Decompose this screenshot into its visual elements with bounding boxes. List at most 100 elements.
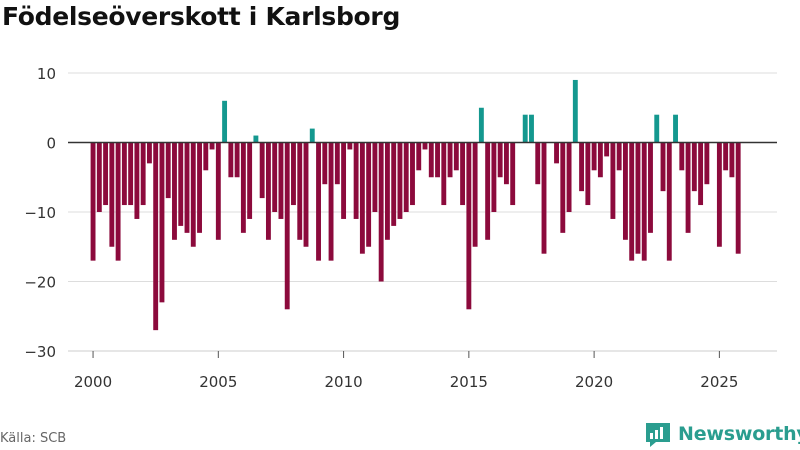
bar: [560, 142, 566, 233]
bar: [128, 142, 134, 206]
bar: [322, 142, 328, 185]
bar: [115, 142, 121, 261]
bar: [234, 142, 240, 178]
x-tick-label: 2005: [199, 373, 237, 391]
bar: [353, 142, 359, 219]
bar: [597, 142, 603, 178]
bar: [222, 100, 228, 143]
bar: [140, 142, 146, 206]
bar: [428, 142, 434, 178]
bar: [447, 142, 453, 178]
bar: [522, 114, 528, 143]
x-axis: 2000 2005 2010 2015 2020 2025: [68, 350, 777, 391]
bar: [165, 142, 171, 199]
bar: [184, 142, 190, 233]
bar: [591, 142, 597, 171]
bar: [654, 114, 660, 143]
newsworthy-logo[interactable]: Newsworthy: [644, 420, 800, 448]
bar: [403, 142, 409, 212]
brand-name: Newsworthy: [678, 423, 800, 445]
bar: [723, 142, 729, 171]
bar: [397, 142, 403, 219]
bar: [178, 142, 184, 226]
bar: [510, 142, 516, 206]
bar: [472, 142, 478, 247]
bar: [209, 142, 215, 150]
bar: [610, 142, 616, 219]
bar: [616, 142, 622, 171]
bar: [247, 142, 253, 219]
bar: [441, 142, 447, 206]
bar: [146, 142, 152, 164]
bar: [372, 142, 378, 212]
bar: [541, 142, 547, 254]
bar: [422, 142, 428, 150]
y-tick-label: −10: [24, 204, 56, 222]
x-tick-label: 2015: [450, 373, 488, 391]
bar: [691, 142, 697, 192]
bar: [291, 142, 296, 206]
bar: [172, 142, 177, 240]
bar: [347, 142, 353, 150]
bar: [121, 142, 127, 206]
bar: [341, 142, 347, 219]
bar: [272, 142, 278, 212]
bar: [704, 142, 710, 185]
bar: [153, 142, 159, 331]
bar: [729, 142, 735, 178]
bar: [297, 142, 303, 240]
bar: [316, 142, 321, 261]
bar: [253, 135, 259, 143]
bar: [416, 142, 422, 171]
bar: [103, 142, 109, 206]
bar: [466, 142, 472, 310]
bar: [240, 142, 246, 233]
x-tick-label: 2000: [74, 373, 112, 391]
bar: [673, 114, 678, 143]
x-tick-label: 2020: [575, 373, 613, 391]
bar: [648, 142, 653, 233]
bar: [378, 142, 384, 282]
bar: [384, 142, 390, 240]
bar: [641, 142, 647, 261]
bar: [735, 142, 741, 254]
bar: [328, 142, 334, 261]
bar: [96, 142, 102, 212]
bar: [535, 142, 541, 185]
bar: [579, 142, 585, 192]
bar: [435, 142, 440, 178]
bar: [485, 142, 491, 240]
chart-title: Födelseöverskott i Karlsborg: [2, 2, 401, 31]
bar: [190, 142, 196, 247]
bar: [585, 142, 591, 206]
bar: [716, 142, 722, 247]
bar: [497, 142, 503, 178]
x-tick-label: 2010: [324, 373, 362, 391]
bar: [203, 142, 209, 171]
newsworthy-logo-icon: [646, 423, 670, 447]
bar: [622, 142, 628, 240]
bar: [197, 142, 202, 233]
bar: [503, 142, 509, 185]
bar: [572, 79, 578, 143]
y-tick-label: −20: [24, 274, 56, 292]
bar: [215, 142, 221, 240]
bar: [259, 142, 265, 199]
bar: [284, 142, 290, 310]
bar: [554, 142, 559, 164]
bar: [278, 142, 284, 219]
y-tick-label: −30: [24, 343, 56, 361]
bar: [685, 142, 691, 233]
bar: [604, 142, 610, 157]
bar: [460, 142, 466, 206]
bar: [629, 142, 635, 261]
x-tick-label: 2025: [700, 373, 738, 391]
bar: [566, 142, 572, 212]
bar: [359, 142, 365, 254]
bar: [679, 142, 685, 171]
bar: [410, 142, 415, 206]
bar: [660, 142, 666, 192]
bar: [303, 142, 309, 247]
bar: [265, 142, 271, 240]
